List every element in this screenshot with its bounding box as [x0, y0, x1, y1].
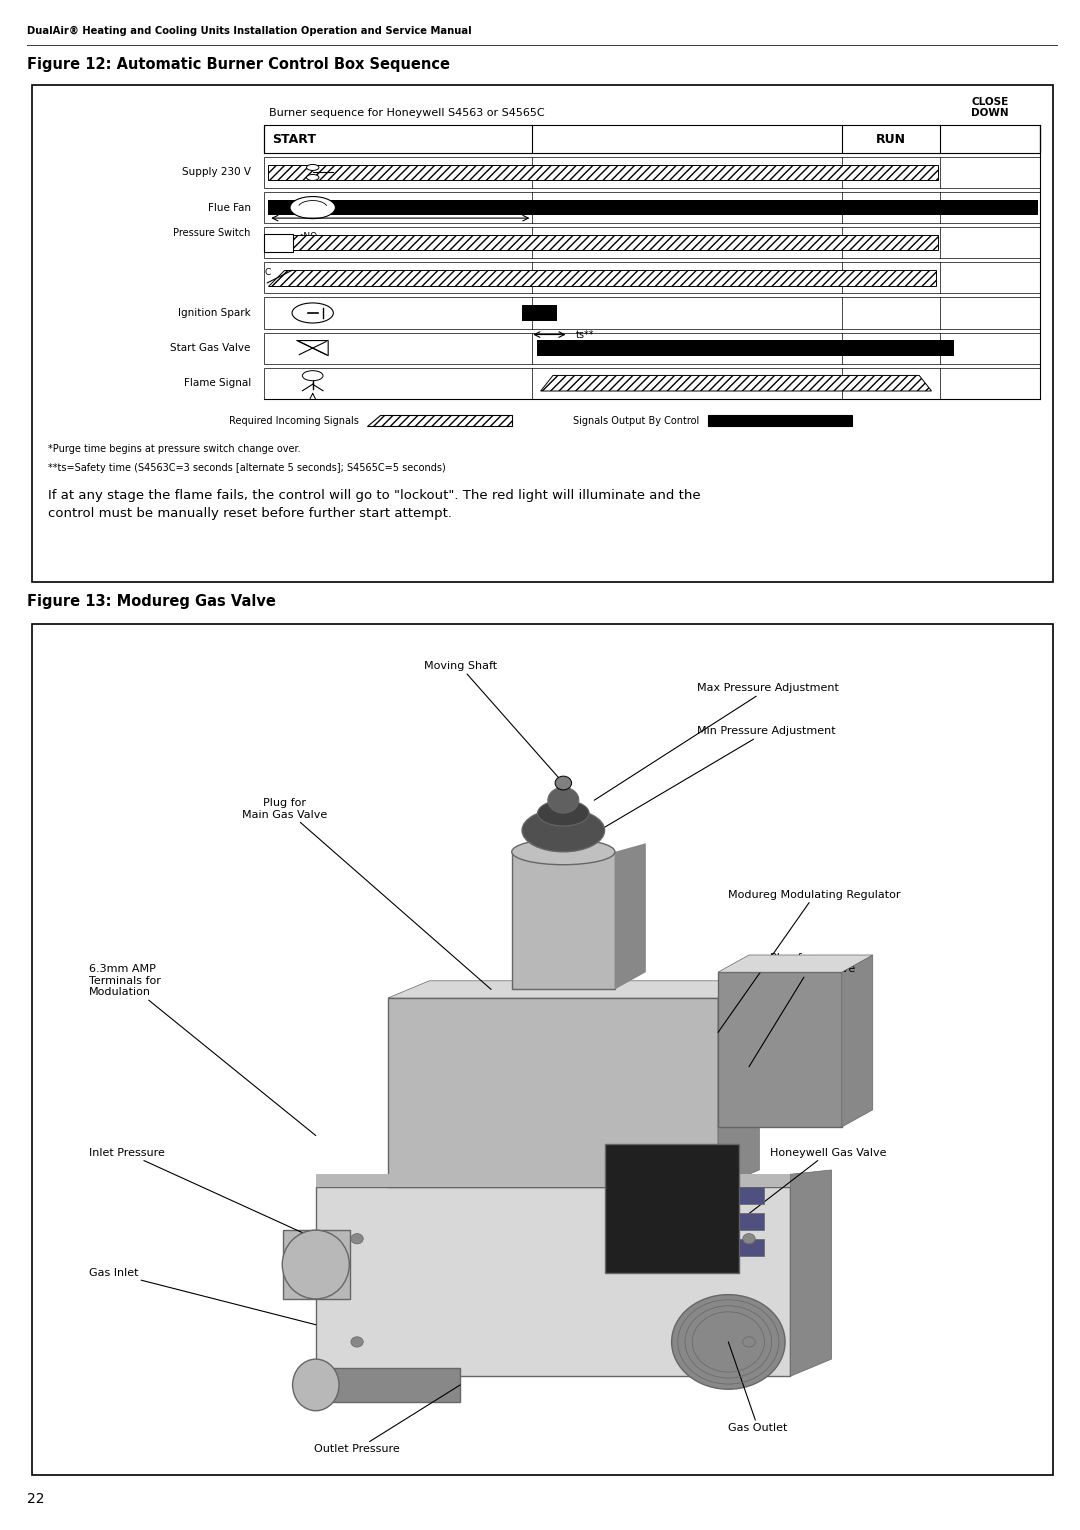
Text: Plug for
Main Gas Valve: Plug for Main Gas Valve [242, 799, 491, 990]
Text: •NO: •NO [298, 231, 318, 240]
Polygon shape [841, 955, 873, 1128]
Polygon shape [718, 955, 873, 972]
Text: Ignition Spark: Ignition Spark [178, 308, 251, 318]
Text: Max Pressure Adjustment: Max Pressure Adjustment [594, 684, 839, 800]
Polygon shape [615, 843, 646, 990]
Polygon shape [541, 375, 932, 392]
Bar [265, 193, 1040, 223]
Text: Figure 12: Automatic Burner Control Box Sequence: Figure 12: Automatic Burner Control Box … [27, 57, 450, 72]
Text: Figure 13: Modureg Gas Valve: Figure 13: Modureg Gas Valve [27, 594, 275, 609]
Text: ts**: ts** [576, 329, 594, 340]
Bar [537, 340, 954, 356]
Bar [268, 200, 1038, 216]
Text: Outlet Pressure: Outlet Pressure [314, 1385, 460, 1455]
Ellipse shape [522, 809, 605, 852]
Bar [265, 367, 1040, 399]
Text: START: START [272, 133, 316, 145]
Text: DualAir® Heating and Cooling Units Installation Operation and Service Manual: DualAir® Heating and Cooling Units Insta… [27, 26, 472, 35]
Text: Start Gas Valve: Start Gas Valve [171, 343, 251, 353]
Text: Min Pressure Adjustment: Min Pressure Adjustment [599, 727, 836, 831]
Bar [522, 304, 557, 321]
Bar [265, 226, 1040, 259]
Bar [739, 1213, 765, 1230]
Bar [739, 1239, 765, 1256]
Text: If at any stage the flame fails, the control will go to "lockout". The red light: If at any stage the flame fails, the con… [48, 490, 700, 520]
Circle shape [292, 303, 334, 323]
Polygon shape [367, 415, 512, 427]
Bar [265, 332, 1040, 364]
Text: Flame Signal: Flame Signal [184, 378, 251, 389]
Bar [512, 852, 615, 990]
Text: **ts=Safety time (S4563C=3 seconds [alternate 5 seconds]; S4565C=5 seconds): **ts=Safety time (S4563C=3 seconds [alte… [48, 464, 445, 473]
Circle shape [555, 776, 571, 789]
Bar [265, 125, 1040, 153]
Bar [605, 1144, 739, 1273]
Text: Flue Fan: Flue Fan [207, 202, 251, 213]
Polygon shape [268, 271, 935, 286]
Bar [388, 998, 718, 1187]
Bar [265, 234, 293, 252]
Text: Signals Output By Control: Signals Output By Control [573, 416, 700, 425]
Text: *Purge time begins at pressure switch change over.: *Purge time begins at pressure switch ch… [48, 444, 300, 454]
Bar [265, 297, 1040, 329]
Circle shape [548, 788, 579, 812]
Text: Supply 230 V: Supply 230 V [181, 167, 251, 177]
Bar [265, 262, 1040, 294]
Circle shape [743, 1233, 755, 1244]
Text: 22: 22 [27, 1492, 44, 1507]
Text: Moving Shaft: Moving Shaft [423, 661, 564, 783]
Bar [315, 1368, 460, 1401]
Text: Gas Inlet: Gas Inlet [89, 1268, 315, 1325]
Polygon shape [388, 981, 759, 998]
Circle shape [302, 370, 323, 381]
Ellipse shape [538, 800, 589, 826]
Text: Inlet Pressure: Inlet Pressure [89, 1148, 315, 1239]
Text: 30 Sec. Purge*: 30 Sec. Purge* [363, 203, 434, 213]
Bar [283, 1230, 350, 1299]
Circle shape [291, 196, 336, 219]
Bar [268, 165, 937, 181]
Text: RUN: RUN [876, 133, 906, 145]
Text: Gas Outlet: Gas Outlet [728, 1342, 787, 1434]
Bar [268, 236, 937, 251]
Ellipse shape [282, 1230, 349, 1299]
Circle shape [307, 164, 319, 170]
Text: Pressure Switch: Pressure Switch [174, 228, 251, 237]
Polygon shape [315, 1174, 791, 1187]
Ellipse shape [512, 838, 615, 864]
Text: Honeywell Gas Valve: Honeywell Gas Valve [739, 1148, 886, 1221]
Circle shape [743, 1337, 755, 1346]
Circle shape [351, 1337, 363, 1346]
Bar [718, 972, 841, 1128]
Text: 6.3mm AMP
Terminals for
Modulation: 6.3mm AMP Terminals for Modulation [89, 964, 315, 1135]
Ellipse shape [293, 1359, 339, 1411]
Text: •NC: •NC [298, 275, 316, 285]
Ellipse shape [672, 1294, 785, 1389]
Text: Required Incoming Signals: Required Incoming Signals [229, 416, 360, 425]
Text: Plug for
Main Gas Valve: Plug for Main Gas Valve [750, 953, 855, 1066]
Text: P: P [275, 237, 282, 248]
Bar [315, 1187, 791, 1377]
Circle shape [307, 174, 319, 181]
Bar [265, 158, 1040, 188]
Text: Burner sequence for Honeywell S4563 or S4565C: Burner sequence for Honeywell S4563 or S… [269, 107, 545, 118]
Text: CLOSE
DOWN: CLOSE DOWN [971, 96, 1009, 118]
Polygon shape [791, 1170, 832, 1377]
Bar [739, 1187, 765, 1204]
Circle shape [351, 1233, 363, 1244]
Text: C: C [265, 268, 270, 277]
Text: Modureg Modulating Regulator: Modureg Modulating Regulator [718, 890, 901, 1033]
Polygon shape [718, 998, 759, 1187]
Bar [707, 415, 852, 427]
